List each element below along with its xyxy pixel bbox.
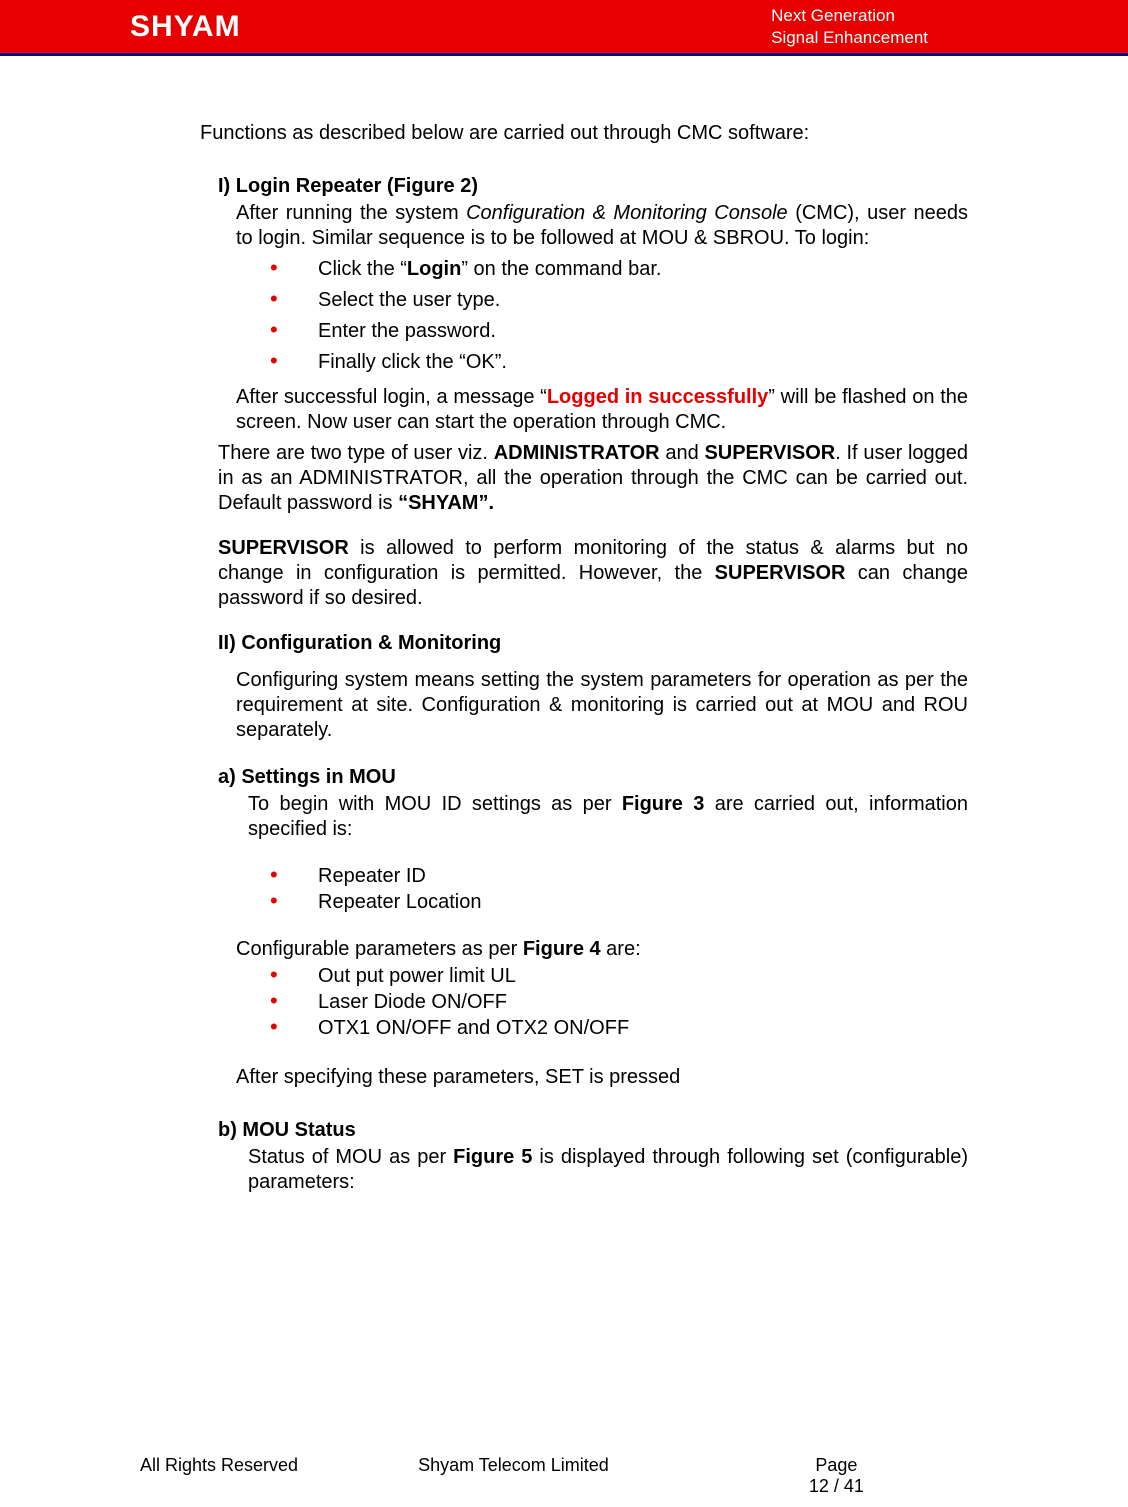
footer-center: Shyam Telecom Limited (418, 1455, 809, 1497)
s2a-p2-bold: Figure 4 (523, 938, 601, 960)
s1-p1-a: After running the system (236, 202, 466, 224)
s1-p4-sup: SUPERVISOR (218, 537, 349, 559)
tagline-line-1: Next Generation (771, 5, 928, 26)
s2a-b1-2: Repeater Location (270, 890, 968, 915)
section-2a-bullets-2: Out put power limit UL Laser Diode ON/OF… (270, 964, 968, 1041)
section-2a-bullets-1: Repeater ID Repeater Location (270, 864, 968, 915)
s1-p3-admin: ADMINISTRATOR (494, 442, 660, 464)
s1-p2-a: After successful login, a message “ (236, 386, 547, 408)
s1-p4-sup2: SUPERVISOR (715, 562, 846, 584)
s1-p3-b: and (660, 442, 705, 464)
s2a-p2-b: are: (601, 938, 641, 960)
s1-b1-bold: Login (407, 258, 461, 280)
s1-p2-success: Logged in successfully (547, 386, 768, 408)
section-2b-p1: Status of MOU as per Figure 5 is display… (248, 1145, 968, 1195)
section-2a-title: a) Settings in MOU (218, 765, 968, 790)
section-2a-p2: Configurable parameters as per Figure 4 … (236, 937, 968, 962)
s1-bullet-2: Select the user type. (270, 288, 968, 313)
s2b-p1-a: Status of MOU as per (248, 1146, 453, 1168)
s1-p3-sup: SUPERVISOR (704, 442, 835, 464)
header-tagline: Next Generation Signal Enhancement (771, 5, 1088, 48)
section-2a-p1: To begin with MOU ID settings as per Fig… (248, 792, 968, 842)
section-2-title: II) Configuration & Monitoring (218, 631, 968, 656)
section-1-p3: There are two type of user viz. ADMINIST… (218, 441, 968, 516)
tagline-line-2: Signal Enhancement (771, 27, 928, 48)
logo-text: SHYAM (130, 10, 241, 44)
s2a-b2-2: Laser Diode ON/OFF (270, 990, 968, 1015)
s1-bullet-4: Finally click the “OK”. (270, 350, 968, 375)
page-footer: All Rights Reserved Shyam Telecom Limite… (0, 1455, 1128, 1497)
s2a-b1-1: Repeater ID (270, 864, 968, 889)
footer-page-number: 12 / 41 (809, 1476, 864, 1497)
footer-page-label: Page (809, 1455, 864, 1476)
s1-bullet-3: Enter the password. (270, 319, 968, 344)
s1-p1-ital: Configuration & Monitoring Console (466, 202, 788, 224)
footer-right: Page 12 / 41 (809, 1455, 864, 1497)
document-page: SHYAM Next Generation Signal Enhancement… (0, 0, 1128, 1507)
s1-b1-b: ” on the command bar. (461, 258, 661, 280)
page-header: SHYAM Next Generation Signal Enhancement (0, 0, 1128, 56)
section-1-p2: After successful login, a message “Logge… (236, 385, 968, 435)
intro-text: Functions as described below are carried… (200, 121, 968, 146)
section-2-p1: Configuring system means setting the sys… (236, 668, 968, 743)
s2b-p1-bold: Figure 5 (453, 1146, 532, 1168)
s1-p3-pw: “SHYAM”. (398, 492, 494, 514)
s2a-p2-a: Configurable parameters as per (236, 938, 523, 960)
s2a-p1-a: To begin with MOU ID settings as per (248, 793, 622, 815)
section-2b-title: b) MOU Status (218, 1118, 968, 1143)
section-1-bullets: Click the “Login” on the command bar. Se… (270, 257, 968, 375)
s1-b1-a: Click the “ (318, 258, 407, 280)
s2a-p1-bold: Figure 3 (622, 793, 705, 815)
footer-left: All Rights Reserved (140, 1455, 418, 1497)
section-1-p1: After running the system Configuration &… (236, 201, 968, 251)
s2a-b2-3: OTX1 ON/OFF and OTX2 ON/OFF (270, 1016, 968, 1041)
s1-bullet-1: Click the “Login” on the command bar. (270, 257, 968, 282)
s1-p3-a: There are two type of user viz. (218, 442, 494, 464)
section-1-title: I) Login Repeater (Figure 2) (218, 174, 968, 199)
section-2a-p3: After specifying these parameters, SET i… (236, 1065, 968, 1090)
s2a-b2-1: Out put power limit UL (270, 964, 968, 989)
section-1-p4: SUPERVISOR is allowed to perform monitor… (218, 536, 968, 611)
page-content: Functions as described below are carried… (0, 56, 1128, 1195)
